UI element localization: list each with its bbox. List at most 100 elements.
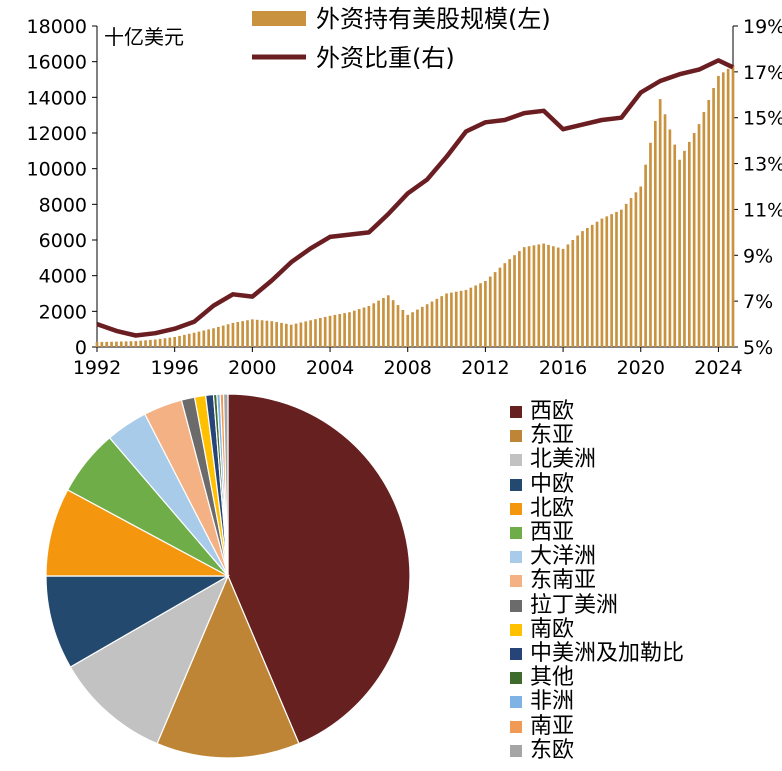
legend-swatch — [510, 744, 522, 757]
bar — [401, 309, 405, 347]
bar — [260, 320, 264, 347]
holdings-combo-chart: 十亿美元 0 2000 4000 6000 8000 10000 12000 14000 160… — [27, 5, 782, 379]
share-line — [96, 58, 734, 338]
legend-swatch — [510, 454, 522, 467]
bar — [658, 99, 662, 347]
bar — [464, 289, 468, 347]
bar — [119, 341, 123, 347]
bar — [610, 214, 613, 347]
y-right-tick-label: 17% — [743, 62, 782, 84]
bar — [314, 319, 317, 347]
bar — [474, 285, 478, 347]
bar — [396, 305, 400, 347]
bar — [552, 246, 555, 347]
chart-legend: 外资持有美股规模(左) 外资比重(右) — [252, 5, 551, 72]
bar — [571, 240, 575, 347]
legend-item: 拉丁美洲 — [510, 592, 780, 618]
legend-label: 南亚 — [530, 713, 575, 739]
y-right-tick-label: 9% — [743, 245, 773, 267]
bar — [105, 341, 109, 347]
bar — [513, 255, 516, 347]
bar — [187, 333, 191, 347]
bar — [212, 328, 215, 347]
bar — [333, 314, 337, 347]
x-tick-label: 1996 — [150, 357, 198, 379]
y-left-tick-label: 0 — [75, 337, 87, 359]
bar — [226, 324, 230, 347]
legend-item: 东欧 — [510, 738, 780, 763]
legend-label: 北美洲 — [530, 447, 597, 473]
bar — [532, 245, 536, 347]
pie-legend: 西欧 东亚 北美洲 中欧 北欧 西亚 大洋洲 东南亚 拉丁美洲 南欧 中美洲及加勒比 其他 非洲 南亚 东欧 — [510, 400, 780, 763]
bar — [620, 209, 623, 347]
bar — [124, 341, 128, 347]
bar — [416, 309, 419, 347]
bar — [440, 296, 444, 347]
bar — [469, 287, 473, 347]
legend-item: 非洲 — [510, 690, 780, 714]
bar — [236, 322, 240, 347]
legend-item: 大洋洲 — [510, 545, 780, 569]
legend-swatch — [510, 527, 522, 540]
legend-item: 中欧 — [510, 472, 780, 497]
bar — [255, 319, 259, 347]
legend-label: 大洋洲 — [530, 544, 597, 570]
y-left-tick-label: 12000 — [27, 123, 87, 145]
bar — [270, 321, 274, 347]
legend-label-line: 外资比重(右) — [316, 44, 455, 72]
bar — [382, 297, 385, 347]
x-tick-label: 1992 — [73, 357, 121, 379]
legend-swatch — [510, 623, 522, 636]
bar — [498, 267, 502, 347]
bar — [202, 330, 206, 347]
bar — [717, 75, 720, 347]
legend-item: 北美洲 — [510, 448, 780, 472]
legend-label: 拉丁美洲 — [530, 592, 619, 618]
bar — [357, 309, 361, 347]
bar — [459, 290, 463, 347]
legend-swatch — [510, 430, 522, 443]
legend-item: 南欧 — [510, 617, 780, 642]
bar — [653, 120, 657, 348]
bar — [221, 325, 225, 347]
bar — [158, 338, 162, 347]
bar — [149, 339, 152, 347]
x-tick-label: 2016 — [539, 357, 587, 379]
bar — [634, 192, 638, 347]
bar — [367, 305, 371, 347]
bar — [595, 221, 599, 347]
bar — [668, 129, 672, 347]
bar — [629, 198, 633, 347]
bar — [508, 259, 512, 347]
legend-label: 东南亚 — [530, 568, 597, 594]
bar — [721, 72, 725, 347]
bar — [285, 323, 288, 347]
bar — [328, 315, 332, 347]
bar — [129, 341, 133, 347]
bar — [702, 112, 706, 347]
legend-swatch — [510, 502, 522, 515]
bar — [687, 141, 691, 347]
bar — [726, 68, 730, 348]
legend-label: 中美洲及加勒比 — [530, 640, 685, 666]
bar — [343, 313, 346, 347]
legend-label: 西亚 — [530, 520, 575, 546]
y-left-tick-label: 2000 — [39, 301, 87, 323]
x-tick-label: 2008 — [384, 357, 432, 379]
x-tick-label: 2024 — [694, 357, 742, 379]
bar — [547, 244, 550, 347]
line-series — [96, 58, 734, 338]
legend-label: 东亚 — [530, 423, 575, 449]
bar — [683, 150, 686, 347]
chart-axes: 0 2000 4000 6000 8000 10000 12000 14000 16000 180… — [27, 16, 782, 379]
pie-slice — [156, 574, 300, 759]
bar — [318, 318, 322, 347]
bar — [503, 263, 507, 347]
bar — [484, 281, 487, 347]
bar — [299, 322, 303, 347]
bar — [731, 65, 735, 347]
bar — [479, 283, 482, 347]
bar — [600, 218, 604, 347]
legend-label: 非洲 — [530, 689, 575, 715]
bar — [605, 216, 609, 347]
